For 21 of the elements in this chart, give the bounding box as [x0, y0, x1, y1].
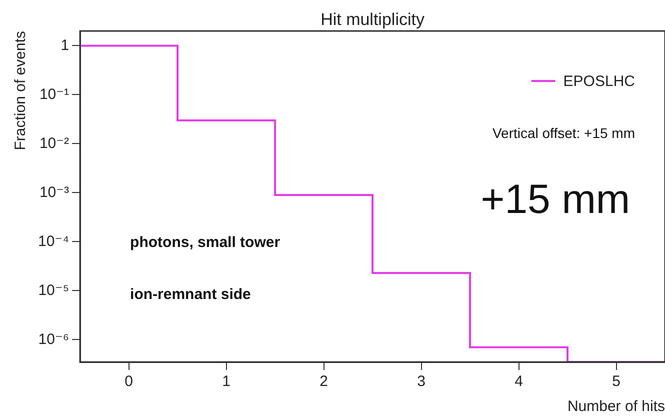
- x-tick-label: 1: [222, 373, 230, 390]
- x-axis-title: Number of hits: [567, 398, 665, 415]
- y-tick-label: 10⁻²: [39, 134, 70, 152]
- annotation: +15 mm: [480, 176, 630, 222]
- legend-label: EPOSLHC: [563, 73, 636, 90]
- x-tick-label: 2: [320, 373, 328, 390]
- x-tick-label: 4: [514, 373, 523, 390]
- y-tick-label: 10⁻³: [39, 184, 70, 201]
- annotation: photons, small tower: [130, 234, 280, 251]
- y-tick-label: 10⁻⁶: [38, 330, 70, 348]
- annotation: Vertical offset: +15 mm: [492, 125, 635, 141]
- y-tick-label: 1: [60, 36, 70, 54]
- y-tick-label: 10⁻⁵: [38, 282, 70, 299]
- x-tick-label: 0: [124, 373, 133, 390]
- x-tick-label: 5: [612, 373, 620, 390]
- y-tick-label: 10⁻¹: [39, 86, 70, 103]
- y-tick-label: 10⁻⁴: [38, 232, 70, 250]
- annotation: ion-remnant side: [130, 286, 251, 303]
- chart-title: Hit multiplicity: [320, 10, 425, 29]
- y-axis-title: Fraction of events: [12, 31, 29, 150]
- x-tick-label: 3: [417, 373, 426, 390]
